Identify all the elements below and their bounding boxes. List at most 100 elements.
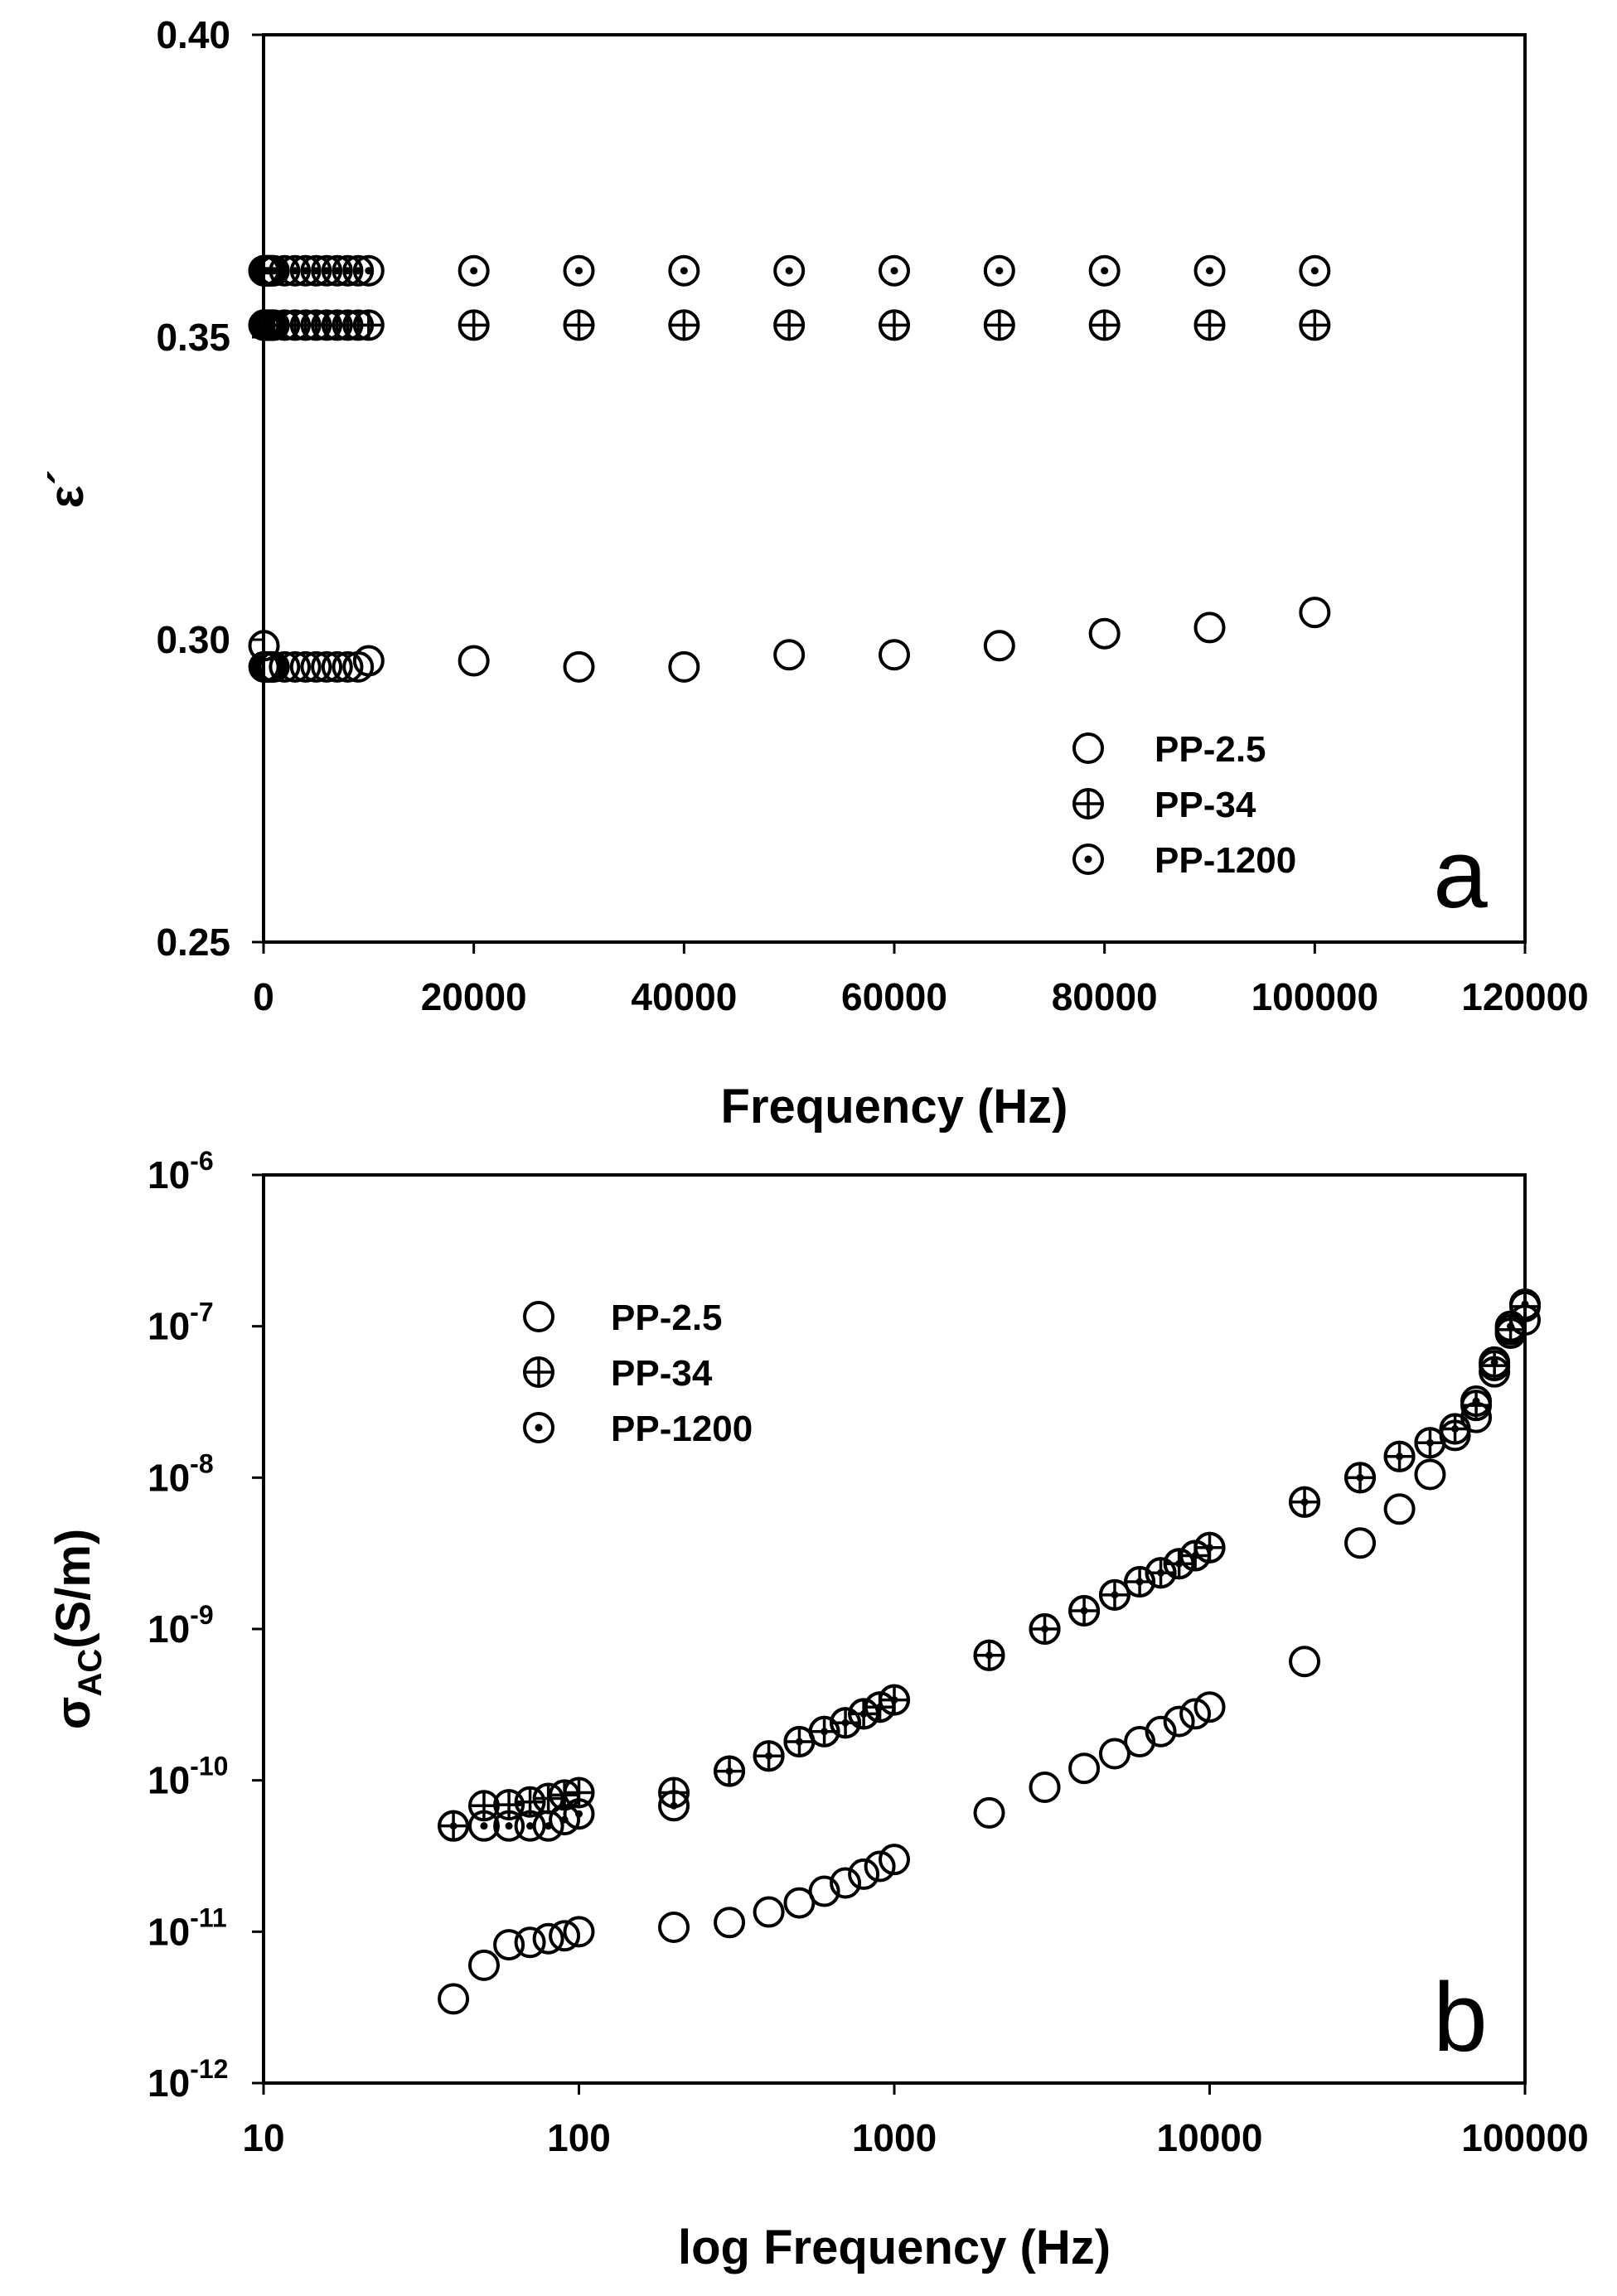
data-point [514, 1810, 546, 1842]
marker-circle [1299, 254, 1331, 287]
data-point [973, 1796, 1005, 1829]
data-point [879, 254, 910, 287]
y-tick-exponent: -6 [190, 1146, 213, 1176]
data-point [1509, 1288, 1541, 1320]
data-point [563, 1916, 595, 1948]
marker-circle [1068, 1594, 1101, 1627]
data-point [549, 1920, 581, 1952]
panel-label: b [1433, 1963, 1488, 2072]
y-tick-label: 10-6 [148, 1146, 214, 1196]
data-point [753, 1896, 785, 1928]
y-tick-exponent: -8 [190, 1448, 213, 1478]
data-point [1494, 1310, 1527, 1342]
data-point [668, 309, 700, 341]
marker-circle [1479, 1346, 1511, 1378]
y-axis-title-symbol: σ [46, 1697, 100, 1730]
marker-circle [1072, 732, 1104, 764]
marker-circle [773, 639, 806, 671]
marker-circle [289, 650, 322, 683]
marker-circle [983, 630, 1015, 662]
data-point [973, 1639, 1005, 1671]
legend-marker [523, 1412, 554, 1443]
marker-circle [1344, 1527, 1377, 1559]
data-point [1098, 1578, 1130, 1611]
series-PP-34 [248, 309, 1331, 341]
data-point [658, 1790, 690, 1822]
marker-circle [352, 254, 385, 287]
data-point [808, 1875, 840, 1907]
data-point [279, 650, 312, 683]
x-tick-label: 100000 [1251, 975, 1379, 1018]
marker-circle [332, 650, 364, 683]
data-point [714, 1755, 746, 1787]
data-point [773, 254, 806, 287]
data-point [753, 1740, 785, 1772]
data-point [1383, 1440, 1416, 1472]
marker-circle [1124, 1726, 1156, 1758]
series-PP-1200 [248, 254, 1331, 287]
marker-center-dot [1084, 855, 1092, 863]
data-point [352, 309, 385, 341]
x-tick-label: 10 [242, 2116, 284, 2159]
marker-circle [549, 1804, 581, 1836]
y-tick-label: 0.30 [156, 618, 230, 661]
data-point [1098, 1738, 1130, 1770]
marker-circle [1193, 611, 1226, 644]
marker-center-dot [795, 1738, 803, 1746]
data-point [493, 1789, 525, 1821]
marker-center-dot [995, 267, 1004, 275]
marker-circle [808, 1875, 840, 1907]
marker-center-dot [890, 267, 898, 275]
marker-circle [973, 1796, 1005, 1829]
panel-b-conductivity-chart: 10 100 1000 10000 10000010-1210-1110-1010-91… [46, 1146, 1589, 2274]
marker-circle [714, 1755, 746, 1787]
marker-circle [1163, 1548, 1195, 1580]
marker-circle [848, 1698, 880, 1730]
marker-center-dot [526, 1822, 535, 1830]
legend-label: PP-1200 [1155, 840, 1296, 881]
marker-circle [438, 1810, 470, 1842]
marker-circle [1193, 1691, 1226, 1723]
y-tick-base: 10 [148, 1910, 190, 1953]
data-point [1299, 597, 1331, 629]
marker-circle [668, 650, 700, 683]
data-point [352, 254, 385, 287]
legend: PP-2.5 PP-34 PP-1200 [1072, 729, 1296, 881]
legend-marker [1072, 788, 1104, 819]
data-point [300, 650, 332, 683]
marker-circle [1494, 1310, 1527, 1342]
y-tick-exponent: -12 [190, 2054, 228, 2084]
series-PP-2.5 [248, 597, 1331, 683]
data-point [1193, 254, 1226, 287]
y-tick-exponent: -11 [190, 1902, 226, 1932]
data-point [514, 1786, 546, 1818]
marker-circle [563, 1798, 595, 1830]
data-point [321, 650, 353, 683]
y-tick-label: 10-7 [148, 1298, 214, 1348]
x-tick-label: 100000 [1461, 2116, 1589, 2159]
marker-circle [1029, 1772, 1061, 1804]
marker-circle [830, 1707, 862, 1739]
marker-center-dot [1451, 1424, 1460, 1433]
marker-circle [563, 254, 595, 287]
marker-center-dot [1310, 267, 1319, 275]
data-point [1479, 1346, 1511, 1378]
marker-center-dot [785, 267, 793, 275]
marker-circle [458, 254, 490, 287]
data-point [1179, 1698, 1212, 1730]
data-point [311, 650, 343, 683]
data-point [467, 1810, 500, 1842]
marker-circle [864, 1691, 896, 1723]
data-point [1193, 1531, 1226, 1564]
marker-center-dot [1206, 1544, 1213, 1552]
data-point [563, 1776, 595, 1809]
data-point [1029, 1613, 1061, 1645]
marker-circle [1029, 1613, 1061, 1645]
data-point [1193, 611, 1226, 644]
marker-center-dot [575, 1810, 583, 1818]
marker-circle [1289, 1646, 1321, 1678]
data-point [352, 645, 385, 677]
marker-center-dot [1157, 1569, 1165, 1577]
marker-circle [1163, 1705, 1195, 1738]
legend: PP-2.5 PP-34 PP-1200 [523, 1298, 753, 1449]
